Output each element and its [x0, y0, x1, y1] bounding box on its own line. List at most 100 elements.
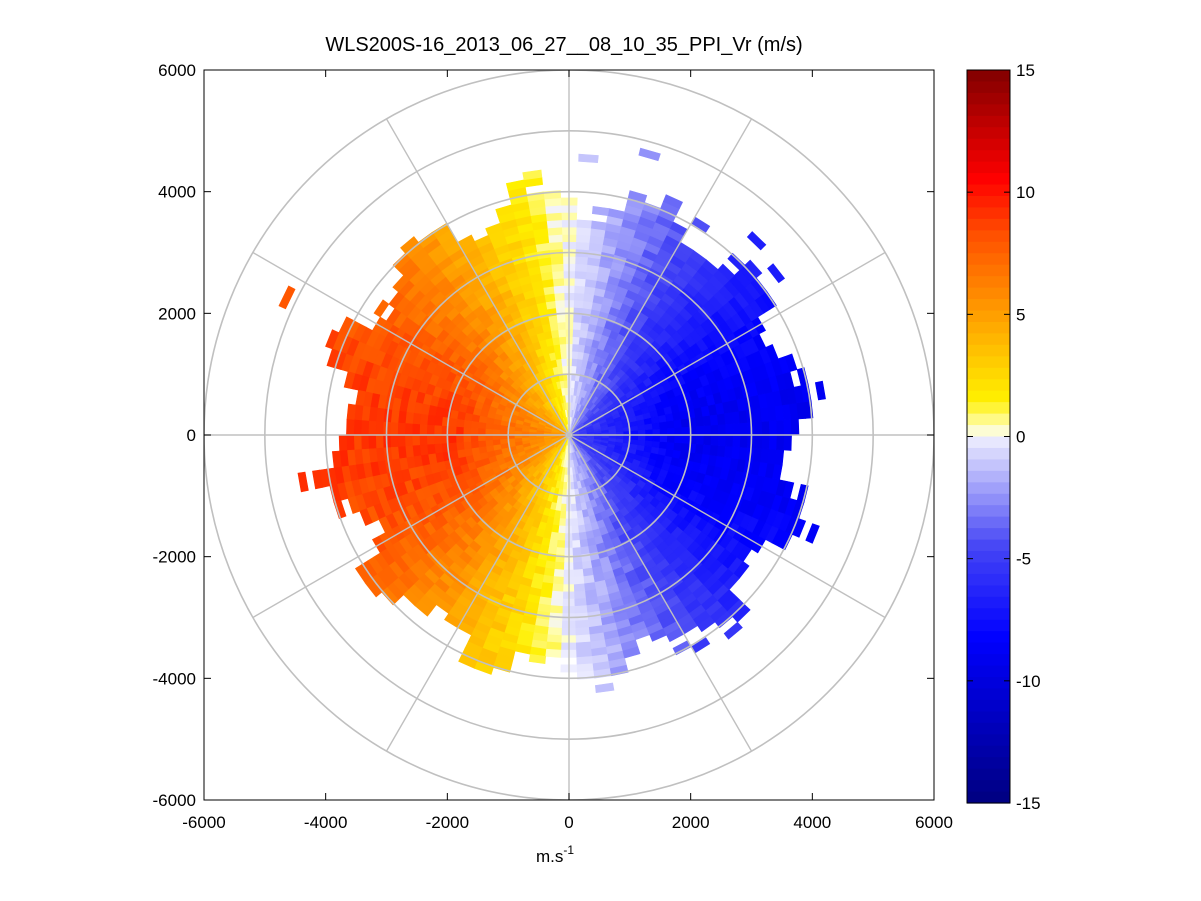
colorbar-segment [967, 70, 1010, 83]
velocity-cell [652, 428, 661, 436]
velocity-cell [783, 434, 792, 451]
velocity-cell [553, 285, 565, 294]
x-tick-label: -6000 [182, 813, 225, 832]
velocity-cell [776, 434, 785, 451]
colorbar-segment [967, 310, 1010, 323]
velocity-cell [574, 255, 589, 265]
velocity-cell [397, 434, 406, 448]
y-tick-label: -4000 [153, 669, 196, 688]
colorbar-segment [967, 92, 1010, 105]
velocity-cell [552, 517, 561, 527]
velocity-cell [347, 496, 361, 514]
colorbar-segment [967, 138, 1010, 151]
colorbar-segment [967, 184, 1010, 197]
velocity-cell [559, 343, 567, 352]
velocity-cell [558, 525, 567, 534]
velocity-cell [776, 419, 785, 436]
velocity-cell [709, 413, 719, 426]
velocity-cell [575, 634, 592, 644]
velocity-cell [659, 427, 668, 436]
velocity-cell [645, 428, 654, 436]
velocity-cell [768, 420, 778, 436]
velocity-cell [546, 219, 563, 229]
velocity-cell [695, 415, 705, 427]
velocity-cell [419, 434, 428, 446]
velocity-cell [562, 481, 568, 491]
velocity-cell [575, 219, 592, 229]
velocity-cell [560, 503, 567, 512]
velocity-cell [575, 619, 590, 629]
velocity-cell [492, 434, 501, 441]
colorbar-segment [967, 413, 1010, 426]
y-tick-label: -6000 [153, 791, 196, 810]
velocity-cell [346, 419, 355, 436]
x-tick-label: 4000 [793, 813, 831, 832]
colorbar-segment [967, 253, 1010, 266]
velocity-cell [681, 426, 690, 436]
velocity-cell [557, 532, 566, 542]
colorbar-segment [967, 780, 1010, 793]
colorbar-segment [967, 768, 1010, 781]
velocity-cell [572, 314, 582, 323]
velocity-cell [573, 568, 585, 578]
velocity-cell [725, 434, 734, 447]
y-tick-label: 2000 [158, 304, 196, 323]
velocity-cell [455, 426, 464, 436]
velocity-cell [637, 429, 647, 436]
colorbar-segment [967, 241, 1010, 254]
velocity-cell [554, 299, 565, 309]
colorbar-segment [967, 551, 1010, 564]
velocity-cell [559, 518, 567, 527]
velocity-cell [550, 598, 564, 607]
velocity-cell [474, 661, 494, 675]
colorbar-segment [967, 745, 1010, 758]
velocity-cell [404, 445, 414, 459]
velocity-cell [571, 358, 578, 367]
velocity-cell [673, 442, 683, 452]
velocity-cell [576, 663, 595, 673]
velocity-cell [528, 653, 547, 665]
velocity-cell [411, 434, 421, 447]
velocity-cell [556, 547, 566, 556]
velocity-cell [574, 270, 587, 280]
velocity-cell [545, 212, 562, 222]
velocity-cell [733, 561, 750, 579]
velocity-cell [462, 427, 472, 436]
velocity-cell [419, 424, 428, 436]
velocity-cell [575, 226, 592, 236]
colorbar-segment [967, 688, 1010, 701]
velocity-cell [681, 434, 690, 444]
velocity-cell [455, 418, 465, 428]
velocity-cell [573, 583, 586, 593]
velocity-cell [495, 204, 514, 217]
colorbar-tick-label: -15 [1016, 794, 1041, 813]
velocity-cell [492, 429, 501, 436]
velocity-cell [723, 621, 743, 640]
colorbar-segment [967, 230, 1010, 243]
velocity-cell [550, 263, 564, 272]
colorbar-segment [967, 367, 1010, 380]
colorbar-segment [967, 115, 1010, 128]
velocity-cell [732, 422, 741, 436]
y-tick-label: 0 [187, 426, 196, 445]
velocity-cell [554, 510, 562, 519]
velocity-cell [574, 598, 588, 607]
velocity-cell [796, 483, 809, 503]
colorbar-segment [967, 699, 1010, 712]
velocity-cell [556, 321, 566, 331]
velocity-cells [278, 147, 826, 694]
velocity-cell [426, 414, 436, 426]
velocity-cell [389, 422, 399, 436]
velocity-cell [448, 442, 458, 453]
velocity-cell [470, 427, 479, 436]
azimuth-spoke [252, 251, 570, 436]
velocity-cell [553, 292, 565, 302]
velocity-cell [485, 222, 503, 236]
velocity-cell [492, 423, 501, 431]
velocity-cell [433, 434, 442, 445]
velocity-cell [695, 443, 705, 455]
velocity-cell [571, 518, 579, 527]
velocity-cell [404, 411, 414, 425]
velocity-cell [659, 441, 668, 450]
velocity-cell [547, 627, 563, 636]
